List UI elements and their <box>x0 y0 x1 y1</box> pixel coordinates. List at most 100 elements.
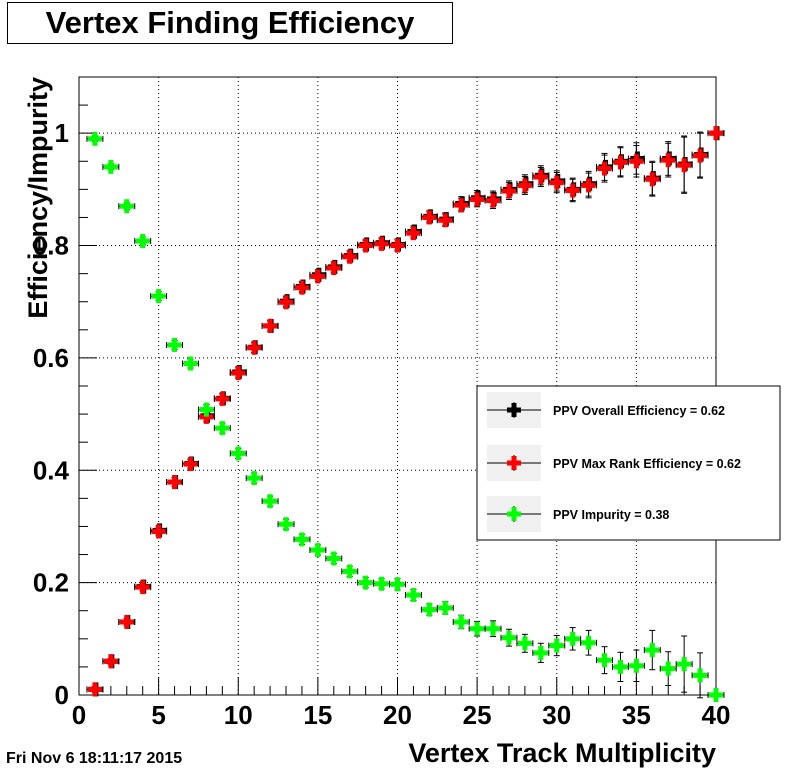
marker-h <box>310 547 325 553</box>
data-point <box>661 153 676 168</box>
data-point <box>645 172 660 187</box>
data-point <box>501 184 516 199</box>
marker-h <box>422 607 437 613</box>
marker-h <box>263 323 278 329</box>
marker-h <box>486 626 501 632</box>
data-point <box>87 682 102 697</box>
data-point <box>597 161 612 176</box>
data-point <box>549 175 564 190</box>
marker-h <box>326 555 341 561</box>
data-point <box>167 475 182 490</box>
data-point <box>135 234 150 249</box>
marker-h <box>709 692 723 698</box>
marker-h <box>693 153 708 159</box>
data-point <box>438 600 453 615</box>
data-point <box>294 532 309 547</box>
marker-h <box>342 568 357 574</box>
marker-h <box>629 158 644 164</box>
data-point <box>661 661 676 676</box>
marker-h <box>358 243 373 249</box>
data-point <box>645 643 660 658</box>
data-series <box>86 126 725 702</box>
x-tick-label: 10 <box>224 700 253 730</box>
data-point <box>438 213 453 228</box>
x-tick-label: 20 <box>383 700 412 730</box>
data-point <box>103 654 118 669</box>
marker-h <box>87 136 102 142</box>
data-point <box>199 402 214 417</box>
legend-label: PPV Max Rank Efficiency = 0.62 <box>553 457 741 471</box>
marker-h <box>597 166 612 172</box>
marker-h <box>581 640 596 646</box>
timestamp: Fri Nov 6 18:11:17 2015 <box>6 750 183 767</box>
marker-h <box>501 188 516 194</box>
data-point <box>565 631 580 646</box>
marker-h <box>645 647 660 653</box>
marker-h <box>135 584 150 590</box>
data-point <box>103 159 118 174</box>
marker-h <box>167 342 182 348</box>
marker-h <box>507 460 521 466</box>
marker-h <box>390 581 405 587</box>
marker-h <box>326 265 341 271</box>
marker-h <box>294 536 309 542</box>
data-point <box>183 356 198 371</box>
data-point <box>374 236 389 251</box>
marker-h <box>119 619 134 625</box>
marker-h <box>374 241 389 247</box>
marker-h <box>533 174 548 180</box>
x-tick-label: 15 <box>303 700 332 730</box>
data-point <box>677 158 692 173</box>
y-tick-label: 0.6 <box>33 343 69 373</box>
series-impurity <box>86 131 725 702</box>
data-point <box>151 524 166 539</box>
marker-h <box>613 159 628 165</box>
series-max-rank-efficiency <box>86 126 725 697</box>
data-point <box>709 126 723 141</box>
data-point <box>263 494 278 509</box>
marker-h <box>677 162 692 168</box>
legend-label: PPV Overall Efficiency = 0.62 <box>553 404 725 418</box>
data-point <box>390 238 405 253</box>
marker-h <box>247 345 262 351</box>
marker-h <box>374 581 389 587</box>
data-point <box>167 337 182 352</box>
data-point <box>342 249 357 264</box>
x-tick-label: 40 <box>702 700 731 730</box>
legend-marker <box>507 507 521 521</box>
data-point <box>613 659 628 674</box>
data-point <box>358 238 373 253</box>
marker-h <box>294 285 309 291</box>
x-tick-label: 5 <box>151 700 165 730</box>
marker-h <box>486 198 501 204</box>
data-point <box>406 587 421 602</box>
data-point <box>549 638 564 653</box>
marker-h <box>231 370 246 376</box>
marker-h <box>517 182 532 188</box>
marker-h <box>549 643 564 649</box>
data-point <box>470 621 485 636</box>
marker-h <box>709 130 723 136</box>
data-point <box>581 178 596 193</box>
legend-label: PPV Impurity = 0.38 <box>553 508 669 522</box>
data-point <box>279 517 294 532</box>
data-point <box>135 580 150 595</box>
data-point <box>358 575 373 590</box>
marker-h <box>183 461 198 467</box>
marker-h <box>167 479 182 485</box>
data-point <box>151 289 166 304</box>
marker-h <box>263 498 278 504</box>
y-tick-label: 1 <box>55 118 69 148</box>
data-point <box>709 688 723 702</box>
x-tick-label: 35 <box>622 700 651 730</box>
marker-h <box>358 580 373 586</box>
marker-h <box>183 361 198 367</box>
marker-h <box>215 425 230 431</box>
y-tick-label: 0.4 <box>33 455 70 485</box>
marker-h <box>517 640 532 646</box>
data-point <box>677 657 692 672</box>
marker-h <box>438 605 453 611</box>
data-point <box>517 636 532 651</box>
marker-h <box>119 203 134 209</box>
marker-h <box>151 529 166 535</box>
